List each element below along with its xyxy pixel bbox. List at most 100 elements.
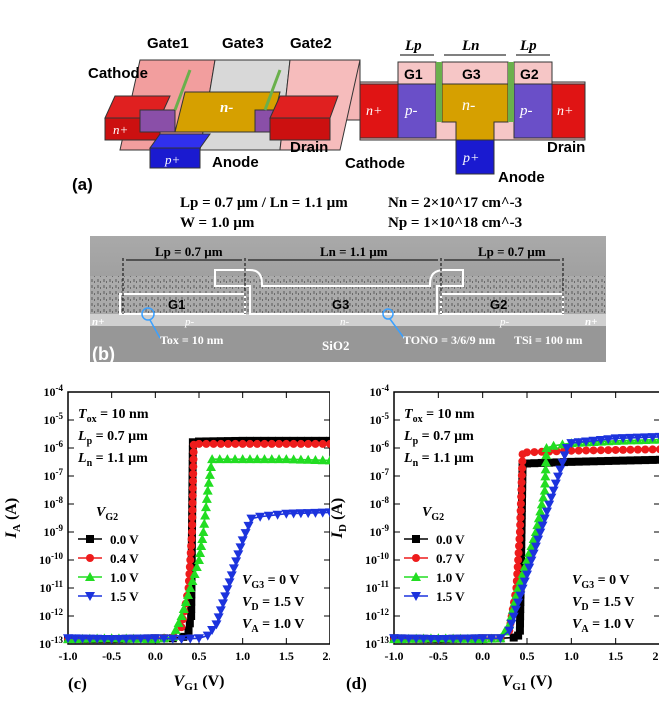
series-point-3 — [263, 511, 274, 521]
series-point-0 — [187, 604, 196, 613]
series-point-3 — [113, 634, 124, 644]
y-tick-label: 10-4 — [370, 383, 390, 399]
series-point-1 — [195, 439, 203, 448]
series-point-3 — [159, 634, 170, 644]
panel-b-label: (b) — [92, 344, 115, 364]
series-point-3 — [325, 508, 330, 518]
series-point-1 — [267, 439, 276, 448]
series-point-2 — [532, 520, 543, 530]
series-point-3 — [625, 433, 636, 443]
cs-pminus-left — [397, 83, 437, 139]
tem-label-p-right: p- — [499, 316, 510, 328]
x-tick-label: -1.0 — [385, 649, 404, 663]
series-point-3 — [470, 634, 481, 644]
legend-label-1: 0.7 V — [436, 551, 465, 566]
series-point-0 — [530, 459, 539, 468]
tem-label-p-left: p- — [184, 316, 195, 328]
series-point-0 — [187, 612, 196, 620]
series-point-1 — [260, 439, 269, 448]
series-point-2 — [540, 471, 551, 481]
series-point-3 — [486, 634, 497, 644]
series-point-1 — [202, 439, 211, 448]
x-tick-label: 0.5 — [192, 649, 207, 663]
annotation-bottom: VG3 = 0 V — [572, 573, 629, 591]
cs-label-cathode: Cathode — [345, 155, 405, 172]
series-point-3 — [281, 509, 292, 519]
pplus-front — [149, 147, 201, 169]
series-point-3 — [224, 578, 235, 588]
series-point-2 — [194, 555, 204, 564]
series-point-3 — [272, 510, 283, 520]
y-tick-label: 10-9 — [370, 523, 390, 539]
tem-outline-g3 — [214, 269, 464, 315]
series-point-3 — [213, 613, 224, 623]
annotation-bottom: VA = 1.0 V — [572, 617, 634, 635]
series-point-2 — [203, 477, 214, 487]
series-point-3 — [246, 514, 257, 524]
panel-a: Gate1 Gate3 Gate2 Cathode Anode Drain n+… — [72, 35, 586, 231]
series-point-1 — [185, 563, 194, 571]
series-point-3 — [231, 557, 242, 567]
series-point-3 — [522, 570, 532, 580]
series-point-3 — [559, 451, 570, 461]
tem-label-g2: G2 — [490, 297, 507, 312]
series-point-1 — [188, 506, 197, 515]
series-point-2 — [266, 454, 277, 464]
series-point-3 — [84, 634, 95, 644]
series-point-3 — [106, 635, 117, 645]
series-point-2 — [185, 583, 196, 592]
pminus-left — [139, 109, 176, 133]
x-tick-label: 1.5 — [608, 649, 623, 663]
series-point-3 — [243, 521, 254, 531]
series-point-1 — [516, 499, 525, 508]
series-point-3 — [63, 634, 73, 644]
series-point-3 — [573, 438, 584, 448]
legend-marker-3 — [85, 592, 95, 601]
x-axis-label: VG1 (V) — [174, 673, 225, 693]
series-point-3 — [228, 564, 239, 574]
series-point-2 — [214, 454, 225, 464]
tem-marker-tono — [382, 308, 394, 320]
y-tick-label: 10-5 — [44, 411, 64, 427]
series-point-3 — [517, 584, 528, 594]
series-point-3 — [218, 599, 229, 609]
series-point-1 — [517, 478, 526, 487]
series-point-1 — [596, 446, 605, 455]
series-point-3 — [389, 634, 399, 644]
series-point-1 — [186, 556, 195, 564]
series-point-3 — [510, 605, 521, 615]
series-point-1 — [516, 513, 525, 522]
series-point-3 — [546, 493, 557, 503]
y-tick-label: 10-5 — [370, 411, 390, 427]
series-point-3 — [310, 508, 321, 518]
legend-label-0: 0.0 V — [436, 532, 465, 547]
series-point-2 — [281, 454, 292, 464]
label-gate1: Gate1 — [147, 35, 189, 52]
pplus-top — [149, 133, 211, 149]
y-tick-label: 10-6 — [370, 439, 390, 455]
series-point-2 — [176, 611, 187, 620]
tem-label-g3: G3 — [332, 297, 349, 312]
legend-marker-2 — [411, 572, 421, 581]
series-point-3 — [524, 563, 535, 573]
legend-label-0: 0.0 V — [110, 532, 139, 547]
series-point-3 — [317, 508, 328, 518]
cs-label-nplus-right: n+ — [557, 104, 573, 119]
cs-label-lp-right: Lp — [519, 38, 537, 54]
series-point-3 — [535, 528, 546, 538]
legend-label-3: 1.5 V — [110, 589, 139, 604]
series-point-3 — [595, 435, 606, 445]
cs-oxide-left — [436, 62, 442, 122]
series-point-0 — [656, 455, 659, 464]
device-3d-drawing: Gate1 Gate3 Gate2 Cathode Anode Drain n+… — [88, 35, 361, 171]
series-point-0 — [611, 456, 620, 465]
series-point-0 — [187, 590, 196, 599]
series-point-3 — [194, 634, 204, 644]
series-point-1 — [224, 439, 233, 448]
series-line-0 — [393, 458, 659, 640]
series-point-2 — [198, 527, 209, 536]
series-point-3 — [632, 433, 643, 443]
series-point-3 — [495, 634, 506, 644]
series-point-1 — [189, 448, 198, 457]
